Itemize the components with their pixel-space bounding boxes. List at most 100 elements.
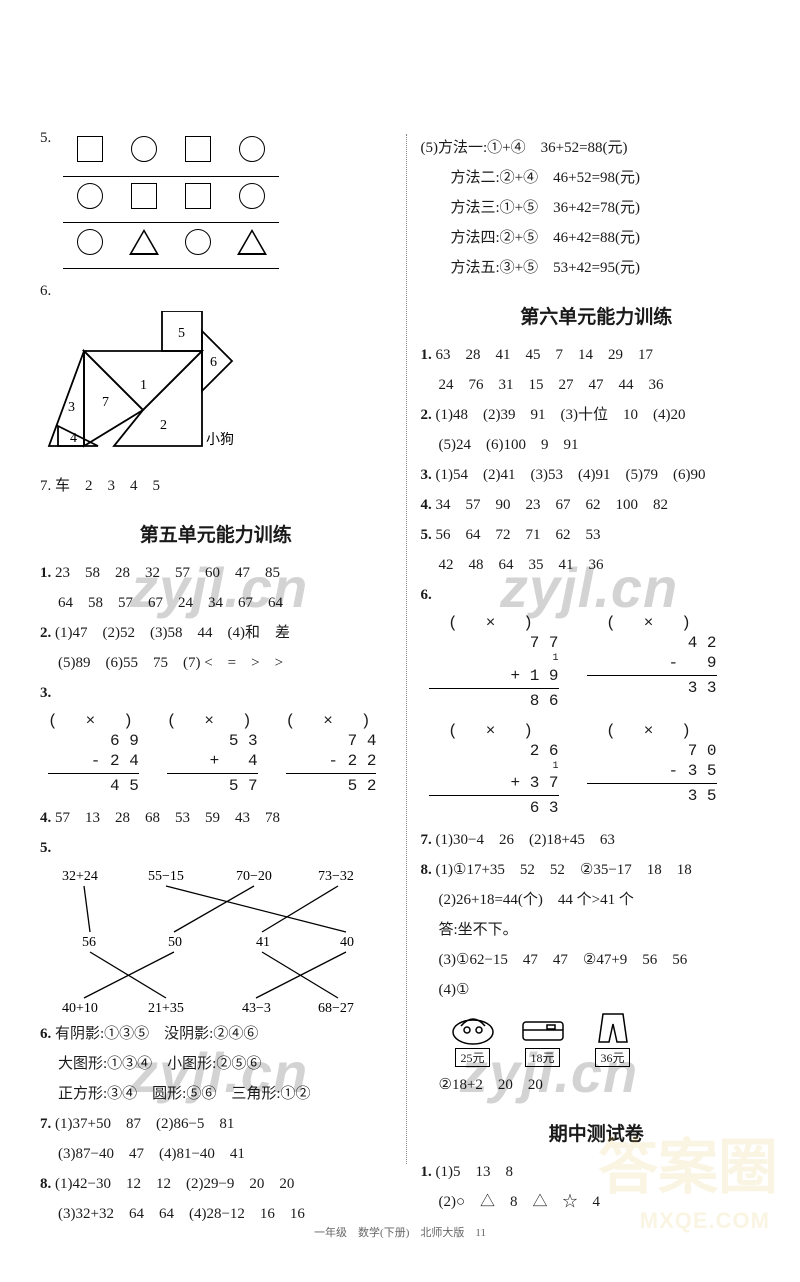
u6-q6-label: 6.: [421, 587, 432, 603]
svg-text:1: 1: [140, 378, 147, 393]
left-column: 5.: [40, 130, 406, 1232]
u5-q4-label: 4.: [40, 810, 51, 826]
u5-q3-label: 3.: [40, 685, 51, 701]
q6-label: 6.: [40, 279, 392, 303]
q7-line: 7. 车 2 3 4 5: [40, 474, 392, 498]
u6-q7-label: 7.: [421, 832, 432, 848]
tangram-caption: 小狗: [206, 432, 234, 448]
circle-icon: [131, 136, 157, 162]
u6-q8-e: (4)①: [421, 978, 773, 1002]
page-footer: 一年级 数学(下册) 北师大版 11: [0, 1224, 800, 1240]
u5-q8-5-l4: 方法四:②+⑤ 46+42=88(元): [421, 226, 773, 250]
square-icon: [185, 136, 211, 162]
q5-shapes-grid: [63, 130, 279, 269]
mt-q1-a: (1)5 13 8: [436, 1164, 514, 1180]
circle-icon: [77, 183, 103, 209]
unit6-heading: 第六单元能力训练: [421, 302, 773, 329]
u6-q7: (1)30−4 26 (2)18+45 63: [436, 832, 615, 848]
square-icon: [185, 183, 211, 209]
u6-q6-arith-1: ( × ) 7 7 1 + 1 9 8 6 ( × ) 4 2 - 9 3 3: [429, 613, 773, 711]
triangle-icon: [237, 229, 267, 255]
svg-text:6: 6: [210, 355, 217, 370]
u6-q4-label: 4.: [421, 497, 432, 513]
pencilcase-icon: [517, 1008, 569, 1046]
circle-icon: [239, 136, 265, 162]
u6-q5-b: 42 48 64 35 41 36: [421, 553, 773, 577]
svg-text:32+24: 32+24: [62, 869, 98, 884]
svg-text:40+10: 40+10: [62, 1001, 98, 1016]
svg-text:68−27: 68−27: [318, 1001, 354, 1016]
u5-q6-c: 正方形:③④ 圆形:⑤⑥ 三角形:①②: [40, 1082, 392, 1106]
u5-q5-label: 5.: [40, 840, 51, 856]
u5-q8-5-l3: 方法三:①+⑤ 36+42=78(元): [421, 196, 773, 220]
u5-q2-label: 2.: [40, 625, 51, 641]
u6-q8-f: ②18+2 20 20: [421, 1073, 773, 1097]
svg-text:7: 7: [102, 395, 109, 410]
u6-q5-label: 5.: [421, 527, 432, 543]
square-icon: [77, 136, 103, 162]
u6-q2-label: 2.: [421, 407, 432, 423]
svg-text:56: 56: [82, 935, 96, 950]
u5-q8-5-l1: (5)方法一:①+④ 36+52=88(元): [421, 136, 773, 160]
triangle-icon: [129, 229, 159, 255]
u6-q8-c: 答:坐不下。: [421, 918, 773, 942]
u6-q8-d: (3)①62−15 47 47 ②47+9 56 56: [421, 948, 773, 972]
svg-text:43−3: 43−3: [242, 1001, 271, 1016]
u6-q8-b: (2)26+18=44(个) 44 个>41 个: [421, 888, 773, 912]
u5-q3-arith: ( × ) 6 9 - 2 4 4 5 ( × ) 5 3 + 4 5 7 ( …: [48, 711, 392, 796]
circle-icon: [239, 183, 265, 209]
u5-q2-b: (5)89 (6)55 75 (7) < = > >: [40, 651, 392, 675]
u5-q8-b: (3)32+32 64 64 (4)28−12 16 16: [40, 1202, 392, 1226]
u6-q4: 34 57 90 23 67 62 100 82: [436, 497, 669, 513]
u5-q5-matching: 32+24 55−15 70−20 73−32 56 50 41 40 40+10 21+35…: [56, 866, 392, 1016]
u6-q3-label: 3.: [421, 467, 432, 483]
u5-q1-row1: 23 58 28 32 57 60 47 85: [55, 565, 280, 581]
svg-text:40: 40: [340, 935, 354, 950]
q5-label: 5.: [40, 130, 51, 147]
svg-text:5: 5: [178, 326, 185, 341]
svg-text:4: 4: [70, 431, 77, 446]
pants-icon: [587, 1008, 639, 1046]
u6-q6-arith-2: ( × ) 2 6 1 + 3 7 6 3 ( × ) 7 0 - 3 5 3 …: [429, 721, 773, 819]
svg-text:50: 50: [168, 935, 182, 950]
bag-icon: [447, 1008, 499, 1046]
u5-q6-a: 有阴影:①③⑤ 没阴影:②④⑥: [55, 1026, 258, 1042]
circle-icon: [77, 229, 103, 255]
u5-q7-a: (1)37+50 87 (2)86−5 81: [55, 1116, 234, 1132]
u5-q8-a: (1)42−30 12 12 (2)29−9 20 20: [55, 1176, 294, 1192]
right-column: (5)方法一:①+④ 36+52=88(元) 方法二:②+④ 46+52=98(…: [407, 130, 773, 1232]
price-icons: 25元 18元 36元: [447, 1008, 773, 1067]
u5-q7-label: 7.: [40, 1116, 51, 1132]
u5-q6-b: 大图形:①③④ 小图形:②⑤⑥: [40, 1052, 392, 1076]
mt-q1-b: (2)○ △ 8 △ ☆ 4: [421, 1190, 773, 1214]
unit5-heading: 第五单元能力训练: [40, 520, 392, 547]
midterm-heading: 期中测试卷: [421, 1119, 773, 1146]
u6-q5-a: 56 64 72 71 62 53: [436, 527, 601, 543]
svg-text:55−15: 55−15: [148, 869, 184, 884]
circle-icon: [185, 229, 211, 255]
u5-q8-5-l2: 方法二:②+④ 46+52=98(元): [421, 166, 773, 190]
u5-q8-label: 8.: [40, 1176, 51, 1192]
square-icon: [131, 183, 157, 209]
u5-q1-label: 1.: [40, 565, 51, 581]
svg-text:21+35: 21+35: [148, 1001, 184, 1016]
svg-text:41: 41: [256, 935, 270, 950]
u5-q6-label: 6.: [40, 1026, 51, 1042]
tangram-dog: 5 6 1 7 2 3 4 小狗: [44, 311, 392, 466]
u6-q2-b: (5)24 (6)100 9 91: [421, 433, 773, 457]
mt-q1-label: 1.: [421, 1164, 432, 1180]
u6-q2-a: (1)48 (2)39 91 (3)十位 10 (4)20: [436, 407, 686, 423]
u5-q1-row2: 64 58 57 67 24 34 67 64: [40, 591, 392, 615]
u5-q8-5-l5: 方法五:③+⑤ 53+42=95(元): [421, 256, 773, 280]
svg-text:73−32: 73−32: [318, 869, 354, 884]
u6-q8-label: 8.: [421, 862, 432, 878]
u6-q1-r2: 24 76 31 15 27 47 44 36: [421, 373, 773, 397]
u6-q3: (1)54 (2)41 (3)53 (4)91 (5)79 (6)90: [436, 467, 706, 483]
u6-q1-r1: 63 28 41 45 7 14 29 17: [436, 347, 654, 363]
u5-q4: 57 13 28 68 53 59 43 78: [55, 810, 280, 826]
svg-text:70−20: 70−20: [236, 869, 272, 884]
svg-text:3: 3: [68, 400, 75, 415]
u6-q1-label: 1.: [421, 347, 432, 363]
svg-text:2: 2: [160, 418, 167, 433]
u5-q2-a: (1)47 (2)52 (3)58 44 (4)和 差: [55, 625, 290, 641]
